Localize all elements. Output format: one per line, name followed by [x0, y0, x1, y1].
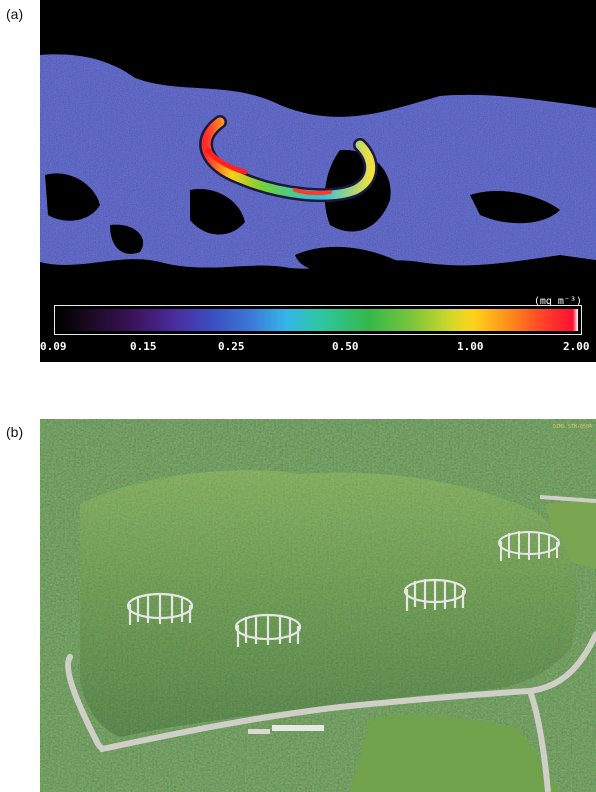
colorbar-tick: 2.00: [563, 340, 590, 353]
plume-peak: [205, 147, 248, 175]
aerial-forest-photo: DIMS STM-0504: [40, 419, 596, 792]
colorbar-ticks: 0.09 0.15 0.25 0.50 1.00 2.00: [40, 340, 596, 358]
face-ring: [403, 578, 467, 611]
photo-corner-stamp: DIMS STM-0504: [553, 424, 592, 430]
face-ring: [498, 531, 560, 561]
road: [539, 495, 596, 503]
concentration-map-panel: (mg m⁻³) 0.09 0.15 0.25 0.50 1.00 2.00: [40, 0, 596, 362]
grass-field: [545, 499, 596, 569]
void-region: [110, 224, 144, 254]
plume-peak: [293, 188, 332, 196]
colorbar-tick: 1.00: [457, 340, 484, 353]
grass-field: [350, 714, 560, 792]
concentration-map-image: [40, 54, 596, 275]
building: [248, 729, 270, 734]
colorbar-tick: 0.15: [130, 340, 157, 353]
panel-b-label: (b): [6, 424, 24, 440]
field-texture: [40, 54, 596, 269]
colorbar: [54, 305, 582, 335]
face-ring: [126, 592, 194, 625]
colorbar-unit: (mg m⁻³): [533, 296, 582, 307]
plantation-texture: [80, 470, 577, 737]
colorbar-tick: 0.09: [40, 340, 67, 353]
void-region: [190, 189, 245, 235]
road: [65, 631, 596, 753]
aerial-photo-panel: DIMS STM-0504: [40, 419, 596, 792]
colorbar-tick: 0.25: [218, 340, 245, 353]
void-region: [45, 173, 100, 221]
road: [527, 689, 551, 792]
colorbar-tick: 0.50: [332, 340, 359, 353]
colorbar-gradient: [58, 309, 578, 331]
face-ring: [234, 613, 302, 647]
building: [272, 725, 324, 731]
panel-a-label: (a): [6, 6, 24, 22]
void-region: [470, 190, 560, 224]
void-region: [295, 246, 400, 275]
